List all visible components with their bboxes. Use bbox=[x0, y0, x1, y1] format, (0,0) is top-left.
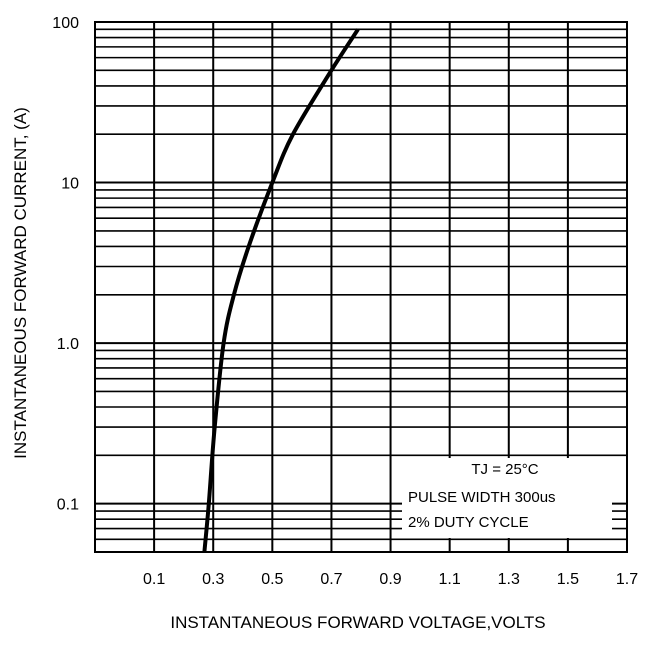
x-tick-label: 0.1 bbox=[143, 571, 165, 588]
x-tick-label: 1.7 bbox=[616, 571, 638, 588]
x-tick-labels: 0.1 0.3 0.5 0.7 0.9 1.1 1.3 1.5 1.7 bbox=[143, 571, 638, 588]
y-tick-label: 0.1 bbox=[57, 497, 79, 514]
x-tick-label: 1.1 bbox=[439, 571, 461, 588]
plot-frame bbox=[94, 21, 628, 553]
annotation-box bbox=[402, 458, 612, 538]
x-tick-label: 1.5 bbox=[557, 571, 579, 588]
curve-layer bbox=[202, 28, 360, 553]
forward-current-curve bbox=[202, 28, 360, 553]
annotation-pulse-width: PULSE WIDTH 300us bbox=[408, 489, 556, 506]
annotation-duty-cycle: 2% DUTY CYCLE bbox=[408, 514, 529, 531]
x-tick-label: 0.7 bbox=[320, 571, 342, 588]
x-axis-title: INSTANTANEOUS FORWARD VOLTAGE,VOLTS bbox=[170, 613, 545, 632]
y-tick-label: 1.0 bbox=[57, 336, 79, 353]
x-tick-label: 0.5 bbox=[261, 571, 283, 588]
x-tick-label: 1.3 bbox=[498, 571, 520, 588]
annotation-temperature: TJ = 25°C bbox=[471, 461, 538, 478]
x-tick-label: 0.3 bbox=[202, 571, 224, 588]
y-tick-label: 10 bbox=[61, 176, 79, 193]
y-tick-label: 100 bbox=[52, 15, 79, 32]
y-axis-title: INSTANTANEOUS FORWARD CURRENT, (A) bbox=[11, 107, 30, 459]
x-tick-label: 0.9 bbox=[379, 571, 401, 588]
y-tick-labels: 0.1 1.0 10 100 bbox=[52, 15, 79, 514]
